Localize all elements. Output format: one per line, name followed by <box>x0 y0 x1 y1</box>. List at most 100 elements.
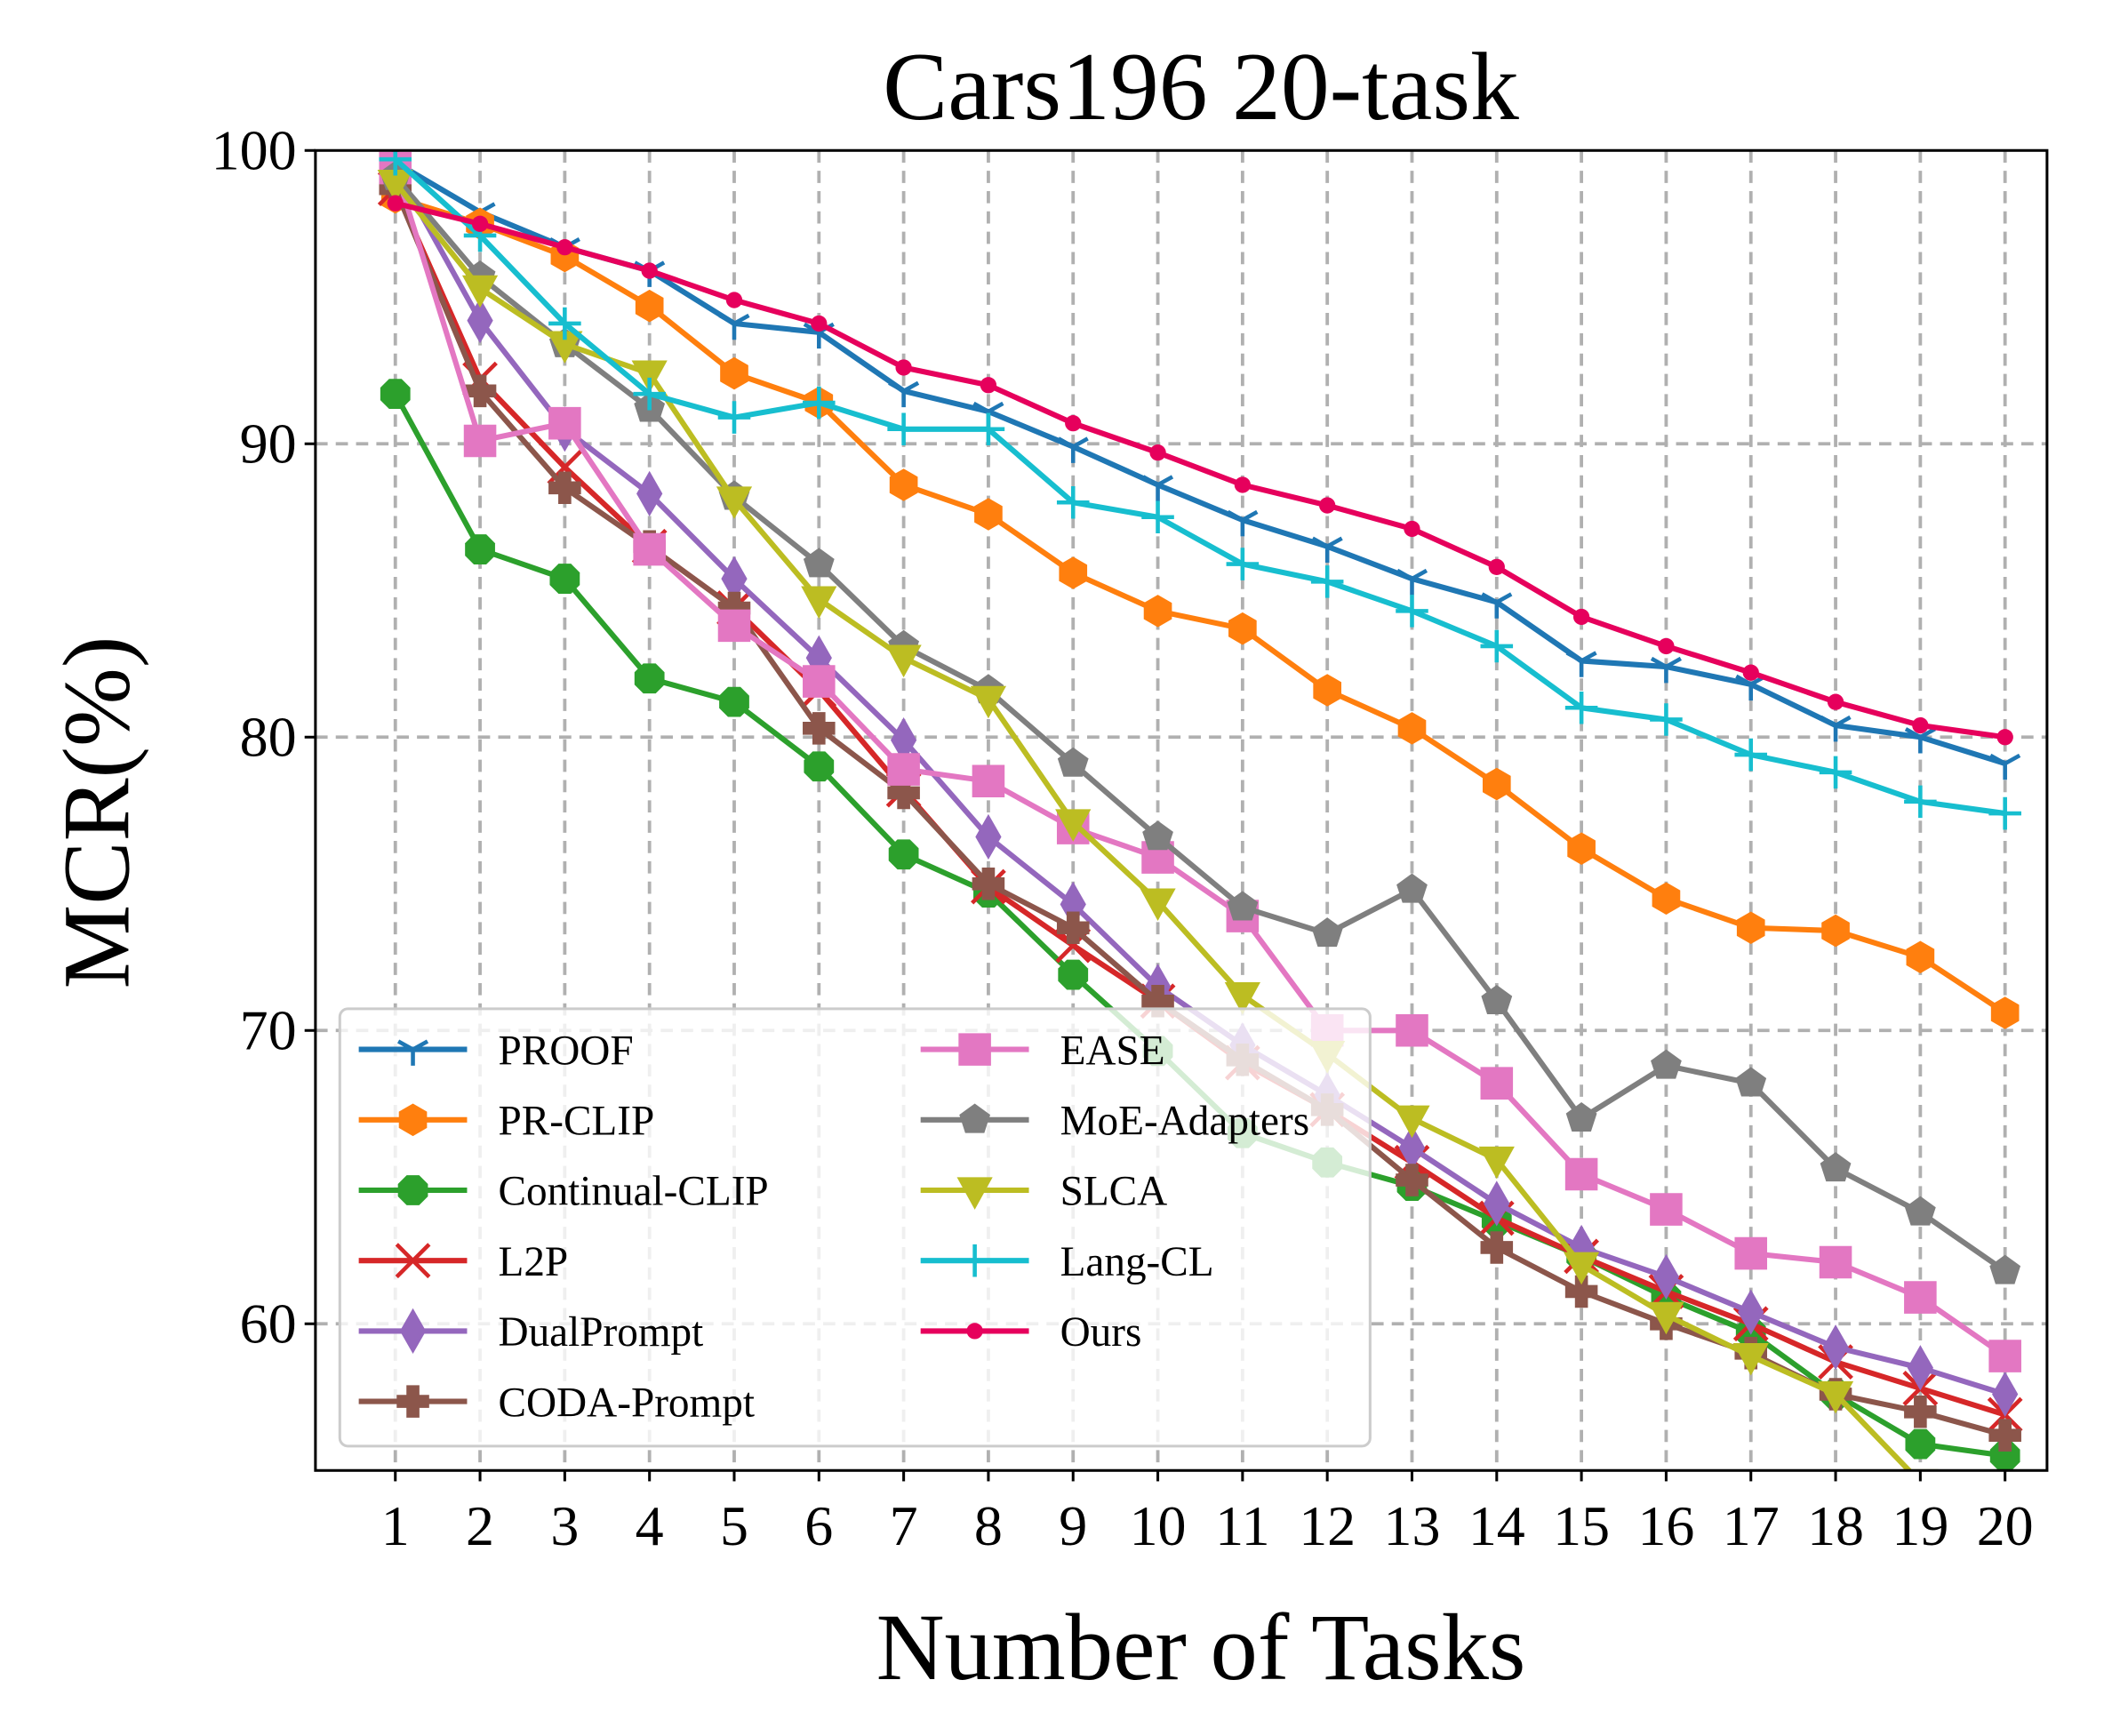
legend-entry: DualPrompt <box>358 1308 703 1356</box>
data-point <box>1651 1049 1682 1079</box>
data-point <box>1057 436 1089 463</box>
legend-label: EASE <box>1060 1028 1165 1074</box>
data-point <box>1904 1196 1936 1226</box>
legend-entry: L2P <box>358 1239 568 1285</box>
legend-label: Continual-CLIP <box>498 1169 768 1215</box>
legend-label: Lang-CL <box>1060 1239 1214 1285</box>
data-point <box>1734 738 1768 772</box>
x-tick-label: 17 <box>1723 1494 1780 1557</box>
data-point <box>1906 940 1935 974</box>
legend-label: L2P <box>498 1239 568 1285</box>
data-point <box>1905 1428 1936 1460</box>
data-point <box>1564 1157 1598 1191</box>
data-point <box>1058 959 1089 990</box>
data-point <box>719 686 749 717</box>
data-point <box>803 665 836 698</box>
data-point <box>1821 914 1850 948</box>
x-tick-label: 10 <box>1130 1494 1187 1557</box>
data-point <box>721 556 748 602</box>
data-point <box>1564 1252 1600 1285</box>
legend-entry: PR-CLIP <box>358 1099 654 1145</box>
data-point <box>801 586 837 620</box>
data-point <box>974 498 1003 531</box>
x-tick-label: 15 <box>1553 1494 1610 1557</box>
legend-entry: Continual-CLIP <box>358 1169 769 1215</box>
y-tick-label: 60 <box>240 1292 297 1356</box>
data-point <box>972 412 1005 446</box>
data-point <box>716 486 753 519</box>
data-point <box>1990 996 2020 1029</box>
data-point <box>1742 664 1759 681</box>
legend-entry: PROOF <box>358 1028 634 1074</box>
data-point <box>1827 693 1844 710</box>
legend-label: CODA-Prompt <box>498 1380 754 1426</box>
data-point <box>1319 497 1336 514</box>
data-point <box>467 298 493 344</box>
data-point <box>1658 637 1675 655</box>
legend-label: DualPrompt <box>498 1309 703 1356</box>
data-point <box>1650 656 1682 684</box>
data-point <box>888 839 919 870</box>
data-point <box>1992 1371 2019 1418</box>
series-lang-cl <box>379 150 2021 830</box>
data-point <box>1819 1245 1852 1279</box>
data-point <box>377 169 413 203</box>
legend-frame <box>338 1007 1372 1448</box>
data-point <box>633 377 666 411</box>
data-point <box>1565 1101 1597 1132</box>
data-point <box>461 275 499 308</box>
y-tick-label: 100 <box>212 119 297 182</box>
y-tick-label: 90 <box>240 412 297 476</box>
data-point <box>1988 796 2021 830</box>
data-point <box>972 867 1005 900</box>
data-point <box>1820 715 1852 742</box>
data-point <box>725 292 743 308</box>
x-tick-label: 5 <box>720 1494 748 1557</box>
legend-entry: CODA-Prompt <box>358 1380 755 1426</box>
data-point <box>1398 1124 1426 1171</box>
data-point <box>1313 674 1342 707</box>
data-point <box>1396 568 1428 596</box>
data-point <box>1396 1013 1428 1047</box>
legend-entry: Lang-CL <box>920 1239 1214 1285</box>
data-point <box>717 609 751 643</box>
data-point <box>803 548 835 578</box>
data-point <box>548 406 581 440</box>
data-point <box>972 764 1005 798</box>
legend-marker <box>959 1103 990 1133</box>
legend-marker <box>396 1039 429 1066</box>
data-point <box>885 644 922 678</box>
data-point <box>1904 1281 1937 1314</box>
data-point <box>887 412 920 446</box>
data-point <box>1996 729 2013 746</box>
data-point <box>547 331 583 364</box>
data-point <box>1907 1345 1933 1391</box>
data-point <box>1059 556 1088 589</box>
data-point <box>803 386 836 420</box>
legend-label: SLCA <box>1060 1169 1168 1215</box>
data-point <box>1480 1067 1514 1100</box>
data-point <box>888 380 920 408</box>
data-point <box>1141 984 1174 1018</box>
data-point <box>717 591 751 625</box>
x-tick-label: 18 <box>1807 1494 1864 1557</box>
data-point <box>549 564 580 594</box>
data-point <box>717 401 751 434</box>
data-point <box>1396 873 1428 903</box>
data-point <box>463 374 497 408</box>
data-point <box>1311 917 1343 948</box>
legend-label: PROOF <box>498 1028 633 1074</box>
x-tick-label: 7 <box>890 1494 918 1557</box>
ticks: 1 2 3 4 5 6 7 8 9 10 11 12 13 14 15 16 17 18 19 20607080901… <box>212 119 2034 1557</box>
data-point <box>1311 536 1343 564</box>
series-pr-clip <box>380 180 2020 1029</box>
data-point <box>1482 767 1511 801</box>
legend-marker <box>958 1033 991 1066</box>
data-point <box>548 307 581 340</box>
data-point <box>1904 727 1936 754</box>
legend-marker <box>396 1385 429 1418</box>
data-point <box>895 359 912 376</box>
legend-marker <box>958 1244 991 1277</box>
data-point <box>1735 1067 1767 1097</box>
